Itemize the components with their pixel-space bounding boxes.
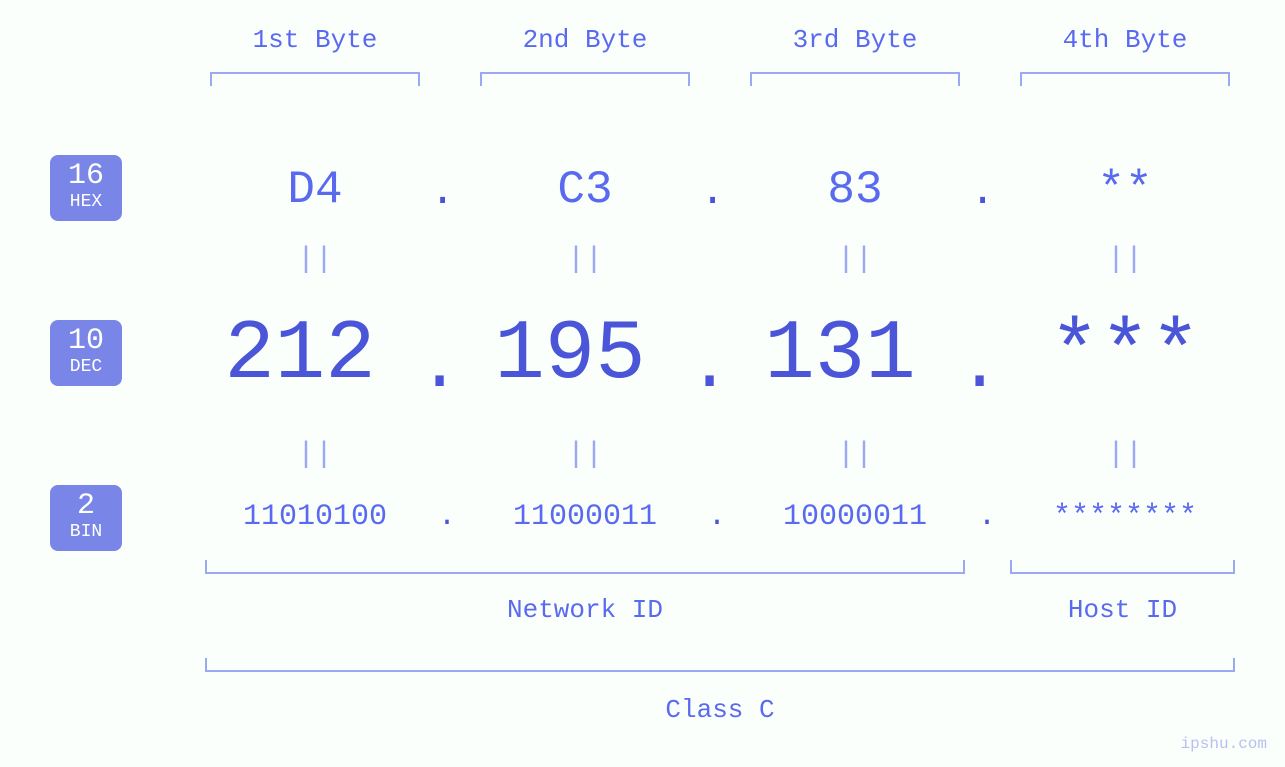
bin-byte-4: ******** — [1005, 500, 1245, 534]
byte-header-1: 1st Byte — [185, 25, 445, 55]
equals-dec-bin-1: || — [295, 438, 335, 472]
hex-byte-1: D4 — [200, 164, 430, 216]
bin-byte-1: 11010100 — [195, 500, 435, 534]
bracket-top-2 — [480, 72, 690, 86]
byte-header-4: 4th Byte — [995, 25, 1255, 55]
dec-byte-4: *** — [1005, 308, 1245, 403]
badge-hex-label: HEX — [50, 193, 122, 213]
badge-bin: 2 BIN — [50, 485, 122, 551]
hex-dot-2: . — [700, 168, 725, 216]
badge-dec-number: 10 — [50, 326, 122, 356]
hex-byte-3: 83 — [740, 164, 970, 216]
bin-byte-2: 11000011 — [465, 500, 705, 534]
equals-hex-dec-3: || — [835, 243, 875, 277]
label-host-id: Host ID — [1010, 595, 1235, 625]
badge-dec: 10 DEC — [50, 320, 122, 386]
hex-dot-1: . — [430, 168, 455, 216]
badge-hex: 16 HEX — [50, 155, 122, 221]
badge-dec-label: DEC — [50, 358, 122, 378]
equals-hex-dec-2: || — [565, 243, 605, 277]
bracket-host-id — [1010, 560, 1235, 574]
bracket-top-1 — [210, 72, 420, 86]
equals-dec-bin-2: || — [565, 438, 605, 472]
bracket-class — [205, 658, 1235, 672]
byte-header-2: 2nd Byte — [455, 25, 715, 55]
label-network-id: Network ID — [205, 595, 965, 625]
hex-byte-4: ** — [1010, 164, 1240, 216]
bracket-top-3 — [750, 72, 960, 86]
hex-dot-3: . — [970, 168, 995, 216]
badge-bin-label: BIN — [50, 523, 122, 543]
bracket-network-id — [205, 560, 965, 574]
equals-dec-bin-4: || — [1105, 438, 1145, 472]
byte-header-3: 3rd Byte — [725, 25, 985, 55]
watermark: ipshu.com — [1181, 735, 1267, 753]
badge-hex-number: 16 — [50, 161, 122, 191]
badge-bin-number: 2 — [50, 491, 122, 521]
dec-byte-1: 212 — [185, 308, 415, 403]
dec-byte-2: 195 — [455, 308, 685, 403]
bin-dot-2: . — [708, 500, 726, 534]
bracket-top-4 — [1020, 72, 1230, 86]
bin-dot-3: . — [978, 500, 996, 534]
equals-hex-dec-1: || — [295, 243, 335, 277]
label-class: Class C — [205, 695, 1235, 725]
equals-hex-dec-4: || — [1105, 243, 1145, 277]
bin-dot-1: . — [438, 500, 456, 534]
dec-dot-3: . — [958, 326, 1001, 408]
hex-byte-2: C3 — [470, 164, 700, 216]
bin-byte-3: 10000011 — [735, 500, 975, 534]
equals-dec-bin-3: || — [835, 438, 875, 472]
dec-byte-3: 131 — [725, 308, 955, 403]
